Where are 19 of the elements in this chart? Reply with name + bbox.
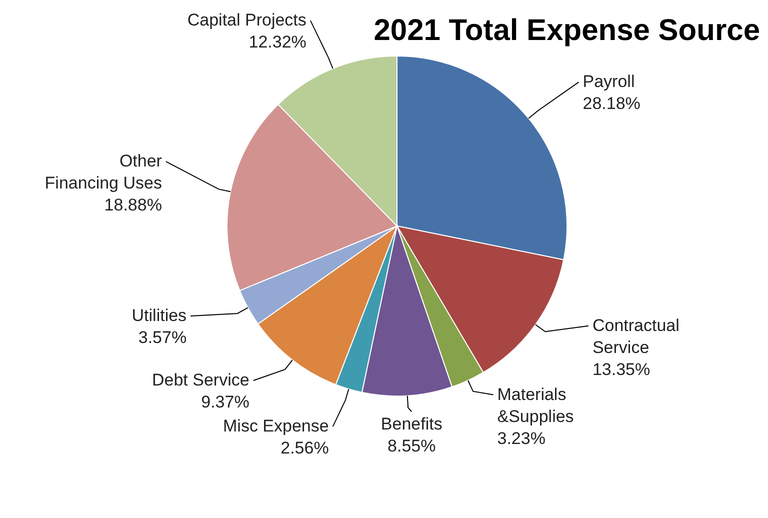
slice-label: Capital Projects: [187, 10, 306, 30]
data-label: 13.35%: [592, 360, 650, 379]
slice-label: Debt Service: [152, 370, 250, 390]
slice-label: Payroll: [582, 72, 635, 92]
data-label: 8.55%: [388, 436, 436, 456]
slice-label: Misc Expense: [222, 416, 329, 436]
data-label: 2.56%: [280, 438, 329, 458]
slice-label: Other Financing Uses: [44, 152, 162, 193]
slice-label: Utilities: [132, 306, 187, 325]
slice-label: Contractual Service: [592, 316, 680, 357]
slice-label: Benefits: [380, 414, 442, 434]
slice-label: Materials &Supplies: [497, 384, 574, 426]
data-label: 28.18%: [582, 94, 640, 114]
data-label: 3.57%: [138, 328, 187, 347]
data-label: 18.88%: [104, 196, 162, 215]
chart-title: 2021 Total Expense Source: [374, 14, 760, 47]
data-label: 3.23%: [497, 428, 546, 448]
data-label: 12.32%: [248, 32, 306, 52]
data-label: 9.37%: [201, 392, 250, 412]
